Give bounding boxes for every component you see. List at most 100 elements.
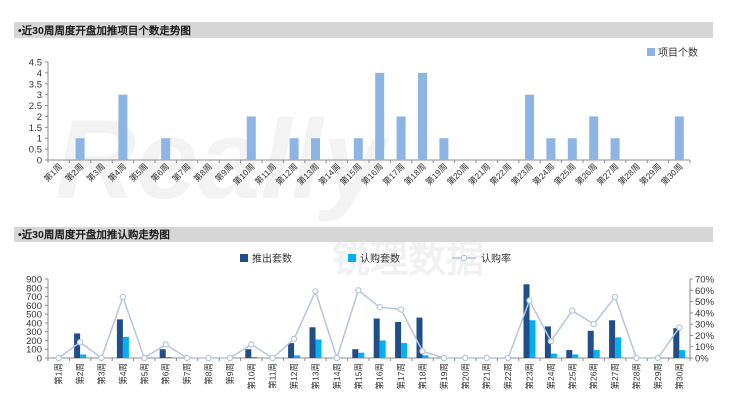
chart2-x-label-week-7: 第7周: [182, 363, 192, 385]
chart2-rate-polyline: [58, 289, 680, 361]
chart1-bar-week-23: [525, 94, 534, 160]
watermark-cn-text: 锐理数据: [332, 239, 484, 281]
chart2-bar-subscribed-week-23: [529, 320, 536, 358]
chart2-x-label-week-14: 第14周: [332, 363, 342, 389]
chart2-x-label-week-26: 第26周: [589, 363, 599, 389]
chart2-x-label-week-13: 第13周: [311, 363, 321, 389]
chart2-legend-swatch-launched: [240, 254, 248, 262]
chart2-y-tick-label: 200: [26, 336, 42, 347]
chart2-rate-point-week-14: [333, 354, 341, 362]
chart2-x-label-week-4: 第4周: [118, 363, 128, 385]
chart2-y2-tick-label: 0%: [695, 354, 709, 365]
chart2-y2-tick-label: 50%: [695, 297, 715, 308]
chart2-x-label-week-8: 第8周: [204, 363, 214, 385]
chart2-x-label-week-30: 第30周: [674, 363, 684, 389]
chart2-rate-point-week-29: [654, 354, 662, 362]
chart2-bar-subscribed-week-15: [358, 352, 365, 358]
chart2-y-tick-label: 500: [26, 310, 42, 321]
chart1-y-tick-label: 0.5: [29, 145, 42, 156]
chart1-legend-label: 项目个数: [658, 46, 698, 59]
chart2-bar-subscribed-week-17: [401, 343, 408, 358]
chart2-x-label-week-2: 第2周: [75, 363, 85, 385]
chart2-y2-tick-label: 10%: [695, 342, 715, 353]
chart2-rate-point-week-20: [462, 354, 469, 362]
chart2-bar-subscribed-week-27: [615, 337, 622, 358]
chart2-rate-point-week-9: [226, 354, 234, 362]
chart1-x-label-week-26: 第26周: [573, 161, 599, 187]
chart2-bar-subscribed-week-25: [572, 354, 579, 358]
chart1-bar-week-30: [674, 116, 684, 160]
chart2-x-label-week-19: 第19周: [439, 363, 449, 389]
chart2-rate-point-week-28: [633, 354, 640, 362]
chart2-legend-label-subscribed: 认购套数: [360, 252, 400, 265]
chart1-y-tick-label: 1.5: [29, 123, 42, 134]
chart1-header-bar: [14, 22, 713, 38]
chart1-x-label-week-20: 第20周: [445, 161, 471, 187]
chart2-bar-subscribed-week-12: [294, 355, 301, 358]
chart2-y-tick-label: 100: [26, 345, 42, 356]
chart2-rate-point-week-8: [205, 354, 212, 362]
chart2-x-label-week-24: 第24周: [546, 363, 556, 389]
chart2-x-label-week-5: 第5周: [139, 363, 149, 385]
chart2-legend-label-rate: 认购率: [481, 252, 511, 265]
chart1-bar-week-6: [161, 138, 171, 160]
chart1-title: •近30周周度开盘加推项目个数走势图: [18, 24, 191, 37]
chart2-bar-subscribed-week-13: [315, 339, 322, 358]
chart2-bar-subscribed-week-10: [251, 356, 258, 358]
chart1-y-tick-label: 3: [37, 90, 42, 101]
chart1-x-label-week-21: 第21周: [466, 161, 492, 187]
chart2-y-tick-label: 700: [26, 292, 42, 303]
chart2-x-label-week-28: 第28周: [632, 363, 642, 389]
chart2-bar-launched-week-27: [609, 320, 616, 358]
chart2-x-label-week-27: 第27周: [610, 363, 620, 389]
chart2-bar-launched-week-25: [566, 350, 573, 358]
chart1-bar-week-4: [118, 94, 128, 160]
chart2-x-label-week-20: 第20周: [460, 363, 470, 389]
chart1-x-label-week-27: 第27周: [595, 161, 621, 187]
chart2-rate-point-week-5: [141, 354, 148, 362]
chart2-rate-point-week-6: [162, 341, 169, 348]
chart2-rate-point-week-16: [376, 304, 383, 311]
chart2-rate-line: [55, 287, 683, 362]
chart2-x-label-week-22: 第22周: [503, 363, 513, 389]
chart1-x-label-week-18: 第18周: [402, 161, 428, 187]
chart2-header-bar: [14, 227, 713, 242]
chart1-bar-week-15: [353, 138, 363, 160]
chart2-x-label-week-6: 第6周: [161, 363, 171, 385]
chart1-bar-week-18: [418, 72, 427, 160]
chart2-y2-tick-label: 40%: [695, 308, 715, 319]
chart1-bar-week-12: [289, 138, 299, 160]
chart1-bar-week-17: [396, 116, 406, 160]
chart2-x-label-week-15: 第15周: [353, 363, 363, 389]
chart2-y2-tick-label: 70%: [695, 275, 715, 286]
chart1-x-label-week-24: 第24周: [531, 161, 557, 187]
chart2-rate-point-week-3: [98, 354, 105, 362]
chart1-bar-week-19: [439, 138, 449, 160]
chart2-bar-launched-week-18: [416, 317, 423, 358]
chart2-bars: [74, 284, 686, 358]
chart1-bars: [75, 72, 684, 160]
chart2-rate-point-week-12: [290, 335, 298, 343]
chart2-bar-subscribed-week-2: [80, 354, 87, 358]
chart1-bar-week-16: [375, 72, 385, 160]
chart2-rate-point-week-15: [355, 287, 362, 294]
chart1-y-tick-label: 2.5: [29, 101, 42, 112]
chart2-legend-swatch-subscribed: [348, 254, 356, 262]
chart2-x-labels: 第1周 第2周 第3周 第4周 第5周 第6周 第7周 第8周 第9周 第10周 第11周 第12周 第…: [47, 358, 691, 389]
chart1-bar-week-2: [75, 138, 85, 160]
chart2-x-label-week-18: 第18周: [418, 363, 428, 389]
chart2-bar-launched-week-4: [116, 319, 123, 358]
chart1-bar-week-25: [567, 138, 577, 160]
chart2-y-ticks-right: 0%10%20%30%40%50%60%70%: [690, 275, 715, 365]
chart1-y-tick-label: 3.5: [29, 79, 42, 90]
chart2-x-label-week-16: 第16周: [375, 363, 385, 389]
chart2-rate-point-week-30: [676, 324, 683, 331]
chart2-bar-subscribed-week-18: [422, 355, 429, 358]
chart2-legend-label-launched: 推出套数: [252, 252, 292, 265]
chart1-bar-week-10: [246, 116, 256, 160]
chart2-rate-point-week-21: [483, 354, 490, 362]
chart2-rate-point-week-7: [183, 354, 191, 362]
chart2-x-label-week-17: 第17周: [396, 363, 406, 389]
